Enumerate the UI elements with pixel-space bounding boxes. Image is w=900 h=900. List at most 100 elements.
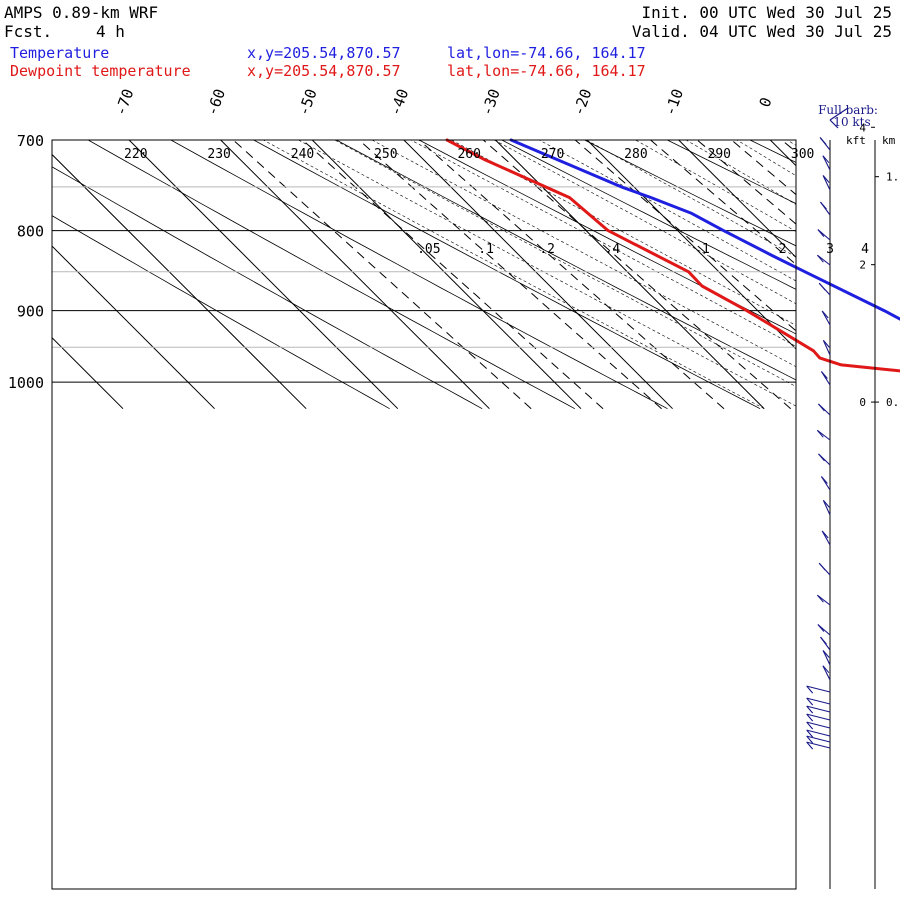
wind-barb-feather <box>806 735 814 744</box>
barb-legend-line1: Full barb: <box>818 103 878 117</box>
wind-barb-feather <box>822 665 830 674</box>
theta-label: 230 <box>207 147 230 162</box>
height-axis: kftkm024680.1.2. <box>846 121 899 889</box>
moist-adiabat-line <box>297 140 796 407</box>
grid-lines <box>0 140 796 410</box>
mixing-ratio-label: .4 <box>605 242 621 257</box>
moist-adiabat-line <box>371 140 796 368</box>
mixing-ratio-line <box>232 140 532 410</box>
wind-barb-feather <box>818 562 826 571</box>
mixing-ratio-line <box>696 140 796 225</box>
wind-barb-feather <box>819 137 827 145</box>
wind-barb-feather <box>822 500 830 508</box>
series-latlon-dewpoint: lat,lon=-74.66, 164.17 <box>447 62 646 80</box>
barb-legend-icon <box>829 107 849 121</box>
isotherm-line <box>403 140 673 410</box>
moist-adiabat-line <box>685 140 796 205</box>
dry-adiabat-line <box>52 166 483 410</box>
mixing-ratio-line <box>418 140 725 410</box>
wind-barb <box>822 500 831 516</box>
isotherm-line <box>220 140 490 410</box>
isotherm-line <box>311 140 582 410</box>
temperature-tick-label: -10 <box>661 86 687 118</box>
mixing-ratio-line <box>301 140 604 410</box>
mixing-ratio-line <box>730 140 796 196</box>
kft-axis-label: kft <box>846 134 866 147</box>
series-line-temperature <box>509 138 900 321</box>
wind-barb <box>806 713 831 721</box>
wind-barb-feather <box>821 530 829 539</box>
isotherm-line <box>128 140 399 410</box>
wind-barb <box>822 175 831 191</box>
pressure-tick-label: 900 <box>17 303 44 321</box>
wind-barb-feather <box>806 741 814 750</box>
moist-adiabat-line <box>334 140 796 387</box>
isotherm-line <box>495 140 765 410</box>
wind-barb-feather <box>817 624 825 632</box>
valid-time: Valid. 04 UTC Wed 30 Jul 25 <box>631 22 892 41</box>
wind-barb-feather <box>820 371 828 379</box>
theta-label: 250 <box>374 147 397 162</box>
plot-frame <box>51 139 797 890</box>
isobar-lines <box>52 139 796 383</box>
pressure-tick-label: 800 <box>17 223 44 241</box>
theta-label: 300 <box>791 147 814 162</box>
wind-barbs <box>806 107 849 889</box>
init-time: Init. 00 UTC Wed 30 Jul 25 <box>641 3 892 22</box>
theta-label: 260 <box>457 147 480 162</box>
isotherm-line <box>678 140 796 259</box>
mixing-ratio-label: .05 <box>417 242 440 257</box>
kft-tick-label: 2 <box>859 259 866 272</box>
temperature-tick-label: 0 <box>756 95 776 110</box>
isotherm-line <box>52 153 307 410</box>
wind-barb-feather <box>822 340 830 348</box>
kft-tick-label: 4 <box>859 121 866 134</box>
wind-barb-feather <box>806 697 814 706</box>
mixing-ratio-label: .2 <box>539 242 555 257</box>
temperature-tick-label: -30 <box>478 86 504 118</box>
wind-barb-feather <box>806 685 814 694</box>
temperature-tick-label: -70 <box>111 86 137 118</box>
wind-barb <box>806 729 831 737</box>
isotherm-line <box>52 336 124 410</box>
moist-adiabat-line <box>410 140 796 347</box>
pressure-tick-label: 1000 <box>8 374 44 392</box>
wind-barb <box>806 685 831 693</box>
temperature-tick-label: -50 <box>295 86 321 118</box>
km-tick-label: 1. <box>886 171 899 184</box>
series-xy-dewpoint: x,y=205.54,870.57 <box>247 62 401 80</box>
barb-legend-line2: 10 kts <box>833 115 870 129</box>
wind-barb-feather <box>806 705 814 714</box>
model-title: AMPS 0.89-km WRF <box>4 3 159 22</box>
moist-adiabat-line <box>450 140 796 326</box>
wind-barb-feather <box>816 429 824 438</box>
wind-barb-feather <box>820 476 828 484</box>
isotherm-line <box>586 140 796 350</box>
moist-adiabat-line <box>538 140 796 282</box>
wind-barb <box>806 741 831 749</box>
isotherm-line <box>0 140 31 409</box>
mixing-ratio-label: 4 <box>861 242 869 257</box>
wind-barb-feather <box>816 594 824 603</box>
wind-barb <box>806 697 831 705</box>
wind-barb <box>822 650 831 666</box>
moist-adiabat-line <box>786 140 796 146</box>
wind-barb <box>822 340 831 356</box>
wind-barb-feather <box>822 650 830 658</box>
theta-label: 270 <box>541 147 564 162</box>
wind-barb-feather <box>822 155 830 164</box>
isotherm-line <box>52 245 215 410</box>
kft-tick-label: 0 <box>859 396 866 409</box>
series-latlon-temperature: lat,lon=-74.66, 164.17 <box>447 44 646 62</box>
theta-label: 280 <box>624 147 647 162</box>
moist-adiabat-line <box>262 140 765 409</box>
temperature-tick-label: -20 <box>569 86 595 118</box>
wind-barb-feather <box>806 713 814 722</box>
dry-adiabat-line <box>87 140 575 410</box>
series-xy-temperature: x,y=205.54,870.57 <box>247 44 401 62</box>
mixing-ratio-label: 2 <box>779 242 787 257</box>
dry-adiabat-line <box>666 140 796 205</box>
wind-barb-feather <box>822 175 830 183</box>
wind-barb-feather <box>820 201 827 210</box>
